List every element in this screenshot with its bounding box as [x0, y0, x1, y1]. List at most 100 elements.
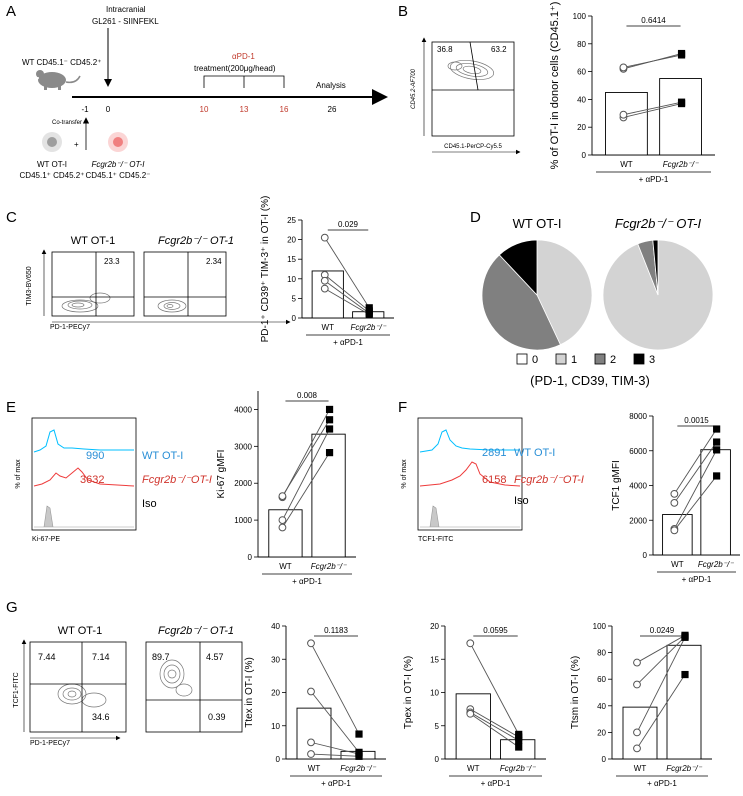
wt-point	[670, 498, 679, 507]
bar-chart-g-ttex: 0 10 20 30 40 Ttex in OT-I (%) 0.1183 WT Fcgr2b⁻…	[244, 622, 386, 788]
treatment-label: + αPD-1	[481, 779, 511, 788]
wt-point	[320, 233, 329, 242]
legend-label-2: 2	[610, 354, 616, 366]
flow-plot-b: 36.8 63.2 CD45.1-PerCP-Cy5.5 CD45.2-AF70…	[411, 37, 521, 155]
y-tick-label: 100	[593, 622, 607, 631]
y-axis-label: Ttsm in OT-I (%)	[570, 656, 581, 729]
legend-swatch-3	[633, 353, 645, 365]
wt-point	[278, 492, 287, 501]
pair-line	[469, 643, 520, 735]
ko-point	[515, 736, 523, 744]
ko-point	[325, 425, 334, 433]
flow-plot-c-wt: 23.3	[51, 251, 135, 317]
donor-ko-name: Fcgr2b⁻/⁻ OT-I	[91, 160, 145, 169]
bar	[296, 707, 332, 760]
treatment-bracket	[203, 75, 285, 88]
y-tick-label: 0	[435, 755, 440, 764]
hist-e-wt-label: WT OT-I	[142, 450, 183, 462]
pie-chart-wt	[481, 239, 593, 351]
bar	[311, 270, 344, 319]
y-tick-label: 40	[271, 622, 280, 631]
flow-c-ko-title: Fcgr2b⁻/⁻ OT-1	[158, 235, 234, 247]
pair-line	[310, 643, 360, 735]
wt-point	[307, 687, 315, 696]
flow-g-xlabel: PD-1-PECy7	[30, 740, 70, 747]
wt-point	[633, 658, 641, 667]
wt-point	[670, 526, 679, 535]
pair-line	[282, 419, 330, 497]
wt-point	[633, 680, 641, 689]
flow-b-q-left: 36.8	[437, 45, 453, 54]
pair-line	[470, 708, 519, 738]
donor-ko-markers: CD45.1⁺ CD45.2⁻	[86, 171, 151, 180]
wt-point	[670, 489, 679, 498]
treatment-label: αPD-1	[232, 52, 255, 61]
hist-e-ko-label: Fcgr2b⁻/⁻OT-I	[142, 474, 212, 486]
pie-title-wt: WT OT-I	[513, 216, 562, 231]
y-tick-label: 6000	[629, 447, 647, 456]
y-axis-label: % of OT-I in donor cells (CD45.1⁺)	[549, 2, 561, 170]
wt-point	[307, 738, 315, 747]
ko-point	[677, 51, 686, 59]
p-value: 0.0015	[684, 416, 709, 425]
analysis-label: Analysis	[316, 81, 346, 90]
flow-plot-g-wt: 7.44 7.14 34.6	[29, 641, 127, 733]
wt-point	[320, 284, 329, 293]
p-value: 0.008	[297, 391, 318, 400]
ko-point	[713, 438, 721, 446]
p-value: 0.0595	[483, 626, 508, 635]
category-label: Fcgr2b⁻/⁻	[500, 764, 536, 773]
flow-g-wt-q-lr: 34.6	[92, 712, 110, 722]
bar-chart-f: 0 2000 4000 6000 8000 TCF1 gMFI 0.0015 WT Fcgr2b…	[611, 412, 740, 584]
y-tick-label: 1000	[234, 516, 252, 525]
pair-line	[282, 428, 330, 521]
pie-slice	[481, 254, 561, 351]
wt-point	[633, 728, 641, 737]
timepoint: -1	[81, 105, 89, 114]
y-tick-label: 4000	[629, 482, 647, 491]
panel-f: F 2891 6158 WT OT-I Fcgr2b⁻/⁻OT-I Iso TC…	[398, 399, 584, 543]
plus-sign: +	[74, 140, 79, 149]
panel-g: G WT OT-1 Fcgr2b⁻/⁻ OT-1 7.44 7.14 34.6 …	[6, 599, 243, 747]
y-tick-label: 10	[430, 689, 439, 698]
pair-line	[623, 103, 682, 118]
bar	[659, 78, 702, 156]
y-tick-label: 10	[287, 275, 296, 284]
panel-e: E 990 3632 WT OT-I Fcgr2b⁻/⁻OT-I Iso Ki-…	[6, 399, 212, 543]
panel-c: C WT OT-1 Fcgr2b⁻/⁻ OT-1 23.3 2.34 PD-1-…	[6, 209, 291, 331]
timepoint: 10	[200, 105, 209, 114]
flow-b-xlabel: CD45.1-PerCP-Cy5.5	[444, 144, 502, 150]
y-tick-label: 0	[602, 755, 607, 764]
pair-line	[674, 475, 717, 531]
bar-chart-g-tpex: 0 5 10 15 20 Tpex in OT-I (%) 0.0595 WT Fcgr2b⁻/…	[403, 622, 546, 788]
pair-line	[470, 712, 519, 741]
y-tick-label: 2000	[234, 479, 252, 488]
wt-point	[278, 516, 287, 525]
y-tick-label: 0	[276, 755, 281, 764]
y-tick-label: 20	[597, 728, 606, 737]
flow-plot-c-ko: 2.34	[143, 251, 227, 317]
ko-point	[681, 670, 689, 679]
y-tick-label: 60	[577, 68, 586, 77]
ko-point	[355, 730, 363, 738]
pair-line	[324, 274, 370, 312]
ko-point	[677, 98, 686, 106]
timepoint: 13	[240, 105, 249, 114]
hist-f-ko-label: Fcgr2b⁻/⁻OT-I	[514, 474, 584, 486]
bar	[605, 91, 648, 156]
flow-b-ylabel: CD45.2-AF700	[411, 68, 417, 109]
y-tick-label: 20	[430, 622, 439, 631]
flow-g-wt-q-ur: 7.14	[92, 652, 110, 662]
ko-point	[681, 633, 689, 641]
category-label: WT	[279, 562, 292, 571]
legend-swatch-1	[555, 353, 567, 365]
treatment-dose: treatment(200μg/head)	[194, 64, 276, 73]
pair-line	[310, 753, 360, 757]
wt-point	[466, 639, 475, 648]
treatment-label: + αPD-1	[682, 575, 712, 584]
bar-chart-e: 0 1000 2000 3000 4000 Ki-67 gMFI 0.008 WT Fcgr2b…	[216, 391, 356, 586]
category-label: WT	[308, 764, 321, 773]
panel-letter-g: G	[6, 599, 18, 616]
bar-chart-b: 0 20 40 60 80 100 % of OT-I in donor cells (CD…	[549, 2, 715, 184]
y-tick-label: 80	[577, 40, 586, 49]
